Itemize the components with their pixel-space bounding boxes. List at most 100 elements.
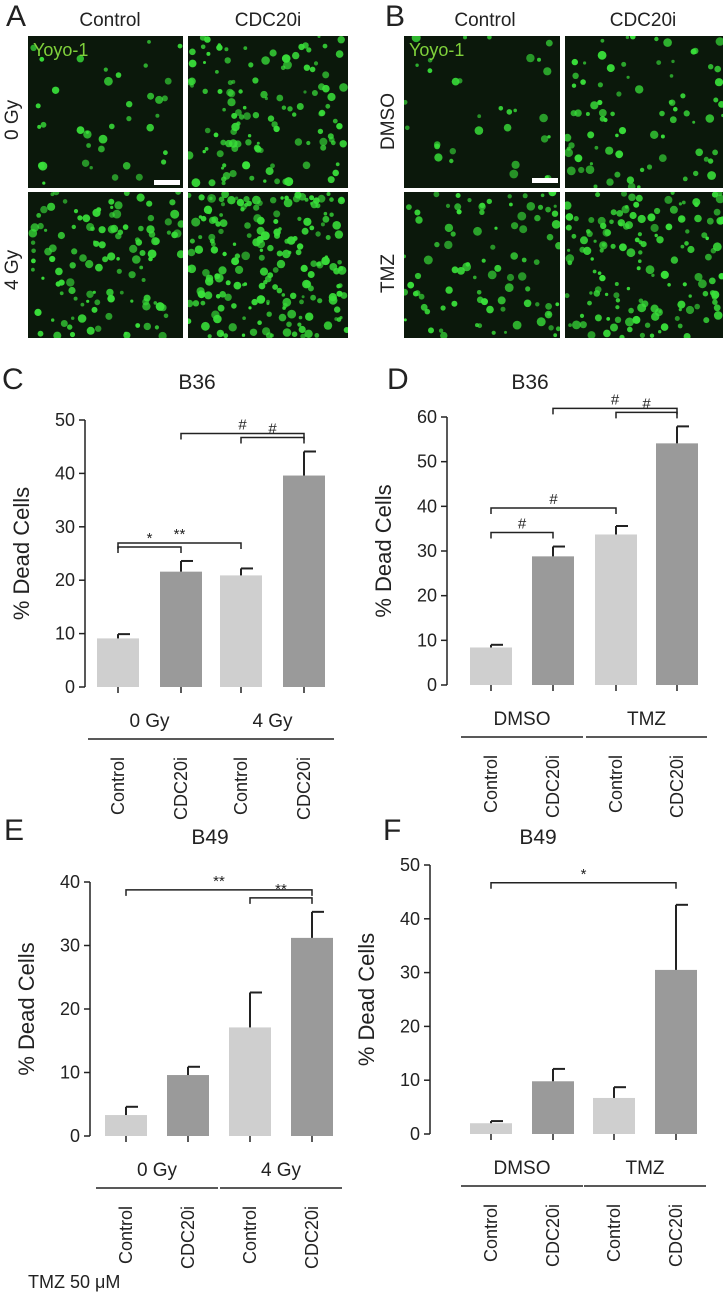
cell-dot: [539, 113, 548, 123]
cell-dot: [544, 310, 553, 319]
cell-dot: [587, 331, 596, 338]
cell-dot: [231, 257, 240, 266]
cell-dot: [316, 261, 324, 269]
cell-dot: [639, 167, 645, 173]
cell-dot: [292, 112, 297, 117]
cell-dot: [712, 149, 718, 156]
cell-dot: [241, 251, 250, 261]
cell-dot: [109, 123, 115, 130]
cell-dot: [423, 255, 433, 265]
cell-dot: [256, 295, 266, 304]
category-label: CDC20i: [543, 1204, 563, 1267]
cell-dot: [629, 211, 637, 220]
cell-dot: [587, 300, 592, 306]
cell-dot: [270, 163, 275, 169]
cell-dot: [266, 311, 272, 317]
cell-dot: [568, 142, 575, 149]
significance-bracket: [240, 436, 305, 444]
cell-dot: [627, 326, 633, 333]
cell-dot: [304, 197, 309, 202]
y-tick-label: 0: [65, 677, 75, 697]
cell-dot: [221, 192, 229, 199]
cell-dot: [682, 176, 688, 182]
y-tick-label: 10: [60, 1063, 80, 1083]
cell-dot: [37, 330, 44, 337]
scale-bar-b: [532, 178, 558, 183]
significance-label: #: [238, 417, 247, 434]
cell-dot: [259, 267, 269, 276]
cell-dot: [677, 215, 686, 223]
category-label: CDC20i: [666, 1204, 686, 1267]
cell-dot: [41, 276, 45, 280]
cell-dot: [522, 193, 528, 199]
cell-dot: [170, 209, 180, 219]
y-tick-label: 10: [417, 630, 437, 650]
cell-dot: [494, 226, 498, 230]
cell-dot: [98, 241, 106, 249]
significance-label: #: [611, 391, 620, 408]
cell-dot: [256, 141, 260, 145]
cell-dot: [418, 293, 425, 300]
cell-dot: [537, 204, 544, 210]
cell-dot: [192, 300, 200, 307]
cell-dot: [236, 198, 245, 207]
cell-dot: [199, 36, 207, 41]
cell-dot: [551, 210, 559, 217]
y-tick-label: 30: [417, 541, 437, 561]
category-label: Control: [606, 755, 626, 813]
cell-dot: [654, 233, 658, 238]
cell-dot: [175, 192, 181, 195]
cell-dot: [221, 202, 225, 207]
cell-dot: [166, 230, 171, 235]
cell-dot: [551, 220, 560, 229]
cell-dot: [216, 44, 223, 51]
y-tick-label: 50: [55, 410, 75, 430]
cell-dot: [553, 333, 558, 338]
cell-dot: [227, 98, 236, 107]
cell-dot: [500, 306, 506, 312]
cell-dot: [273, 210, 281, 218]
cell-dot: [506, 273, 515, 282]
cell-dot: [204, 127, 211, 134]
cell-dot: [254, 145, 262, 153]
cell-dot: [585, 112, 590, 116]
cell-dot: [53, 331, 62, 338]
cell-dot: [703, 156, 709, 162]
cell-dot: [713, 208, 721, 216]
cell-dot: [610, 111, 615, 117]
cell-dot: [164, 77, 172, 85]
cell-dot: [565, 133, 572, 142]
y-tick-label: 30: [60, 936, 80, 956]
cell-dot: [31, 267, 35, 272]
cell-dot: [646, 164, 653, 170]
cell-dot: [555, 302, 560, 307]
cell-dot: [55, 281, 61, 287]
cell-dot: [298, 325, 306, 334]
cell-dot: [204, 147, 209, 151]
cell-dot: [295, 249, 302, 256]
cell-dot: [220, 139, 227, 146]
cell-dot: [705, 114, 715, 123]
cell-dot: [592, 269, 597, 274]
y-tick-label: 10: [400, 1070, 420, 1090]
cell-dot: [253, 204, 260, 211]
bar: [470, 1123, 512, 1134]
cell-dot: [463, 36, 467, 40]
cell-dot: [610, 209, 617, 216]
significance-bracket: [490, 531, 554, 539]
cell-dot: [621, 61, 627, 67]
group-label: 0 Gy: [137, 1160, 178, 1181]
cell-dot: [603, 329, 611, 338]
significance-bracket: [615, 411, 678, 419]
cell-dot: [257, 320, 262, 325]
cell-dot: [506, 109, 513, 115]
cell-dot: [143, 322, 151, 331]
cell-dot: [96, 207, 102, 213]
cell-dot: [48, 244, 57, 253]
cell-dot: [230, 128, 237, 135]
cell-dot: [537, 57, 541, 62]
cell-dot: [610, 323, 618, 332]
cell-dot: [414, 272, 422, 280]
cell-dot: [507, 194, 512, 199]
cell-dot: [573, 216, 579, 222]
